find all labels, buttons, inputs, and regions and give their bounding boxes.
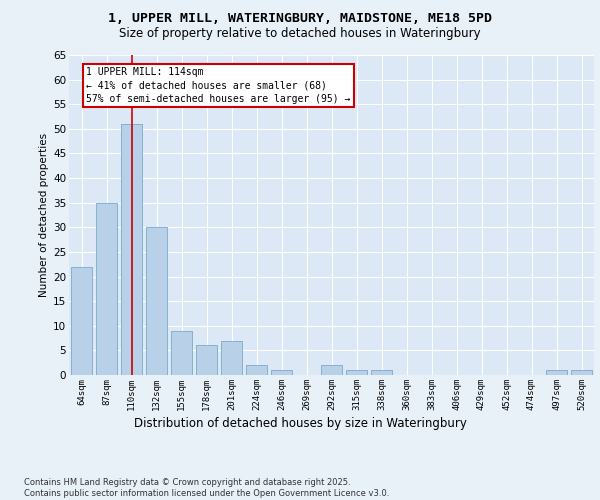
Bar (171, 330, 192, 375)
Bar (321, 365, 342, 375)
Bar (221, 340, 242, 375)
Bar (371, 370, 392, 375)
Text: Size of property relative to detached houses in Wateringbury: Size of property relative to detached ho… (119, 28, 481, 40)
Bar (196, 346, 217, 375)
Text: Distribution of detached houses by size in Wateringbury: Distribution of detached houses by size … (134, 418, 466, 430)
Bar (346, 370, 367, 375)
Bar (571, 370, 592, 375)
Y-axis label: Number of detached properties: Number of detached properties (39, 133, 49, 297)
Bar (96, 202, 117, 375)
Bar (271, 370, 292, 375)
Text: Contains HM Land Registry data © Crown copyright and database right 2025.
Contai: Contains HM Land Registry data © Crown c… (24, 478, 389, 498)
Text: 1 UPPER MILL: 114sqm
← 41% of detached houses are smaller (68)
57% of semi-detac: 1 UPPER MILL: 114sqm ← 41% of detached h… (86, 68, 350, 104)
Bar (71, 266, 92, 375)
Bar (546, 370, 567, 375)
Bar (146, 228, 167, 375)
Text: 1, UPPER MILL, WATERINGBURY, MAIDSTONE, ME18 5PD: 1, UPPER MILL, WATERINGBURY, MAIDSTONE, … (108, 12, 492, 26)
Bar (121, 124, 142, 375)
Bar (246, 365, 267, 375)
